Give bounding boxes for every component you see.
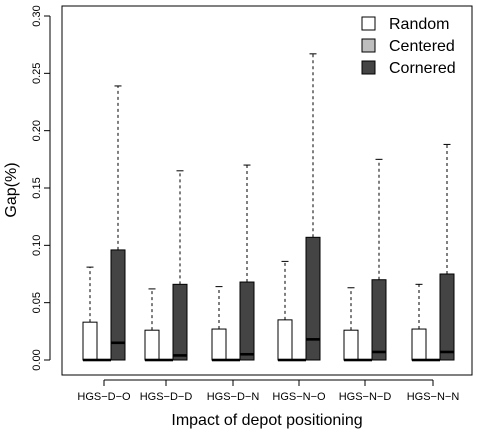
- box-random: [277, 260, 293, 362]
- box-random: [144, 288, 160, 362]
- y-tick-label: 0.15: [31, 177, 43, 198]
- boxes: [82, 53, 455, 362]
- x-tick-label: HGS−N−O: [272, 391, 326, 403]
- box-body: [239, 281, 255, 361]
- box-cornered: [239, 164, 255, 361]
- x-tick-label: HGS−N−D: [339, 391, 392, 403]
- box-body: [343, 329, 359, 361]
- x-tick-label: HGS−N−N: [407, 391, 460, 403]
- y-axis: 0.00 0.05 0.10 0.15 0.20 0.25 0.30: [31, 5, 51, 371]
- x-axis-title: Impact of depot positioning: [171, 412, 362, 429]
- legend: Random Centered Cornered: [361, 16, 456, 77]
- x-axis: HGS−D−O HGS−D−D HGS−D−N HGS−N−O HGS−N−D HGS−N…: [77, 379, 460, 403]
- box-body: [144, 329, 160, 361]
- legend-swatch-centered: [361, 38, 376, 53]
- x-tick-label: HGS−D−D: [140, 391, 193, 403]
- box-cornered: [172, 170, 188, 361]
- box-body: [110, 249, 126, 361]
- box-random: [211, 286, 227, 362]
- box-cornered: [305, 53, 321, 361]
- box-body: [277, 319, 293, 361]
- y-tick-label: 0.20: [31, 120, 43, 141]
- box-cornered: [371, 158, 387, 361]
- box-cornered: [110, 85, 126, 361]
- legend-label-random: Random: [389, 16, 449, 33]
- box-body: [411, 328, 427, 361]
- y-tick-label: 0.10: [31, 235, 43, 256]
- y-tick-label: 0.05: [31, 292, 43, 313]
- box-body: [82, 321, 98, 361]
- box-body: [439, 273, 455, 361]
- x-tick-label: HGS−D−O: [77, 391, 131, 403]
- box-body: [371, 279, 387, 361]
- legend-swatch-cornered: [361, 60, 376, 75]
- box-random: [82, 266, 98, 362]
- y-tick-label: 0.25: [31, 63, 43, 84]
- x-tick-label: HGS−D−N: [207, 391, 260, 403]
- y-axis-title: Gap(%): [3, 162, 20, 217]
- box-body: [172, 283, 188, 361]
- box-random: [411, 283, 427, 362]
- legend-swatch-random: [361, 16, 376, 31]
- box-body: [305, 236, 321, 361]
- y-tick-label: 0.30: [31, 5, 43, 26]
- box-cornered: [439, 143, 455, 361]
- legend-label-cornered: Cornered: [389, 60, 456, 77]
- box-random: [343, 287, 359, 362]
- legend-label-centered: Centered: [389, 38, 455, 55]
- y-tick-label: 0.00: [31, 349, 43, 370]
- plot-frame: [61, 5, 473, 376]
- box-body: [211, 328, 227, 361]
